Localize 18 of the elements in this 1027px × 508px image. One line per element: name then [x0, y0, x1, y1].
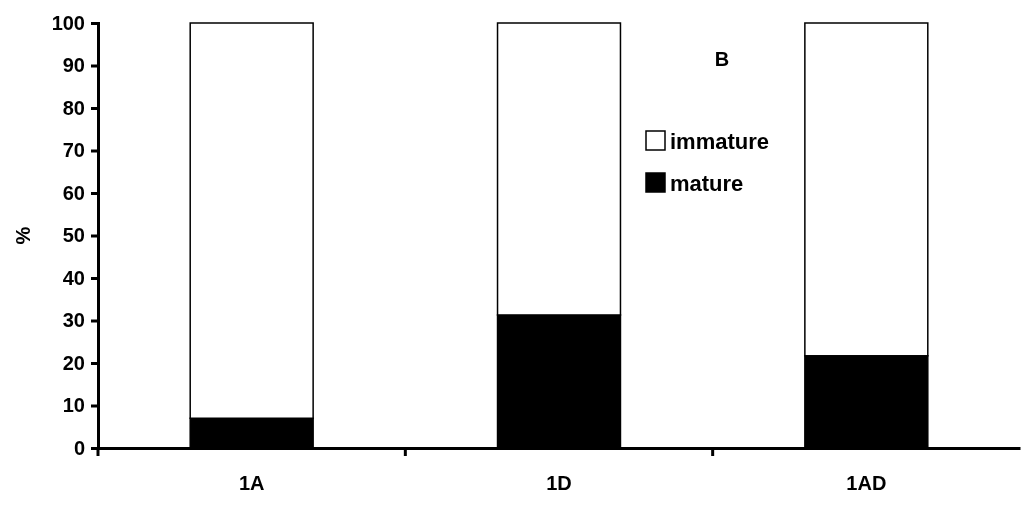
- legend-label: mature: [670, 171, 744, 196]
- y-tick-label: 90: [62, 54, 85, 77]
- y-tick-label: 50: [62, 224, 85, 247]
- x-tick-label: 1A: [238, 472, 265, 495]
- y-tick-label: 0: [73, 436, 85, 459]
- y-tick-label: 80: [62, 96, 85, 119]
- y-tick-label: 100: [51, 11, 85, 34]
- legend-label: immature: [670, 129, 770, 154]
- y-tick-label: 60: [62, 181, 85, 204]
- x-tick-label: 1D: [546, 472, 572, 495]
- y-tick-label: 40: [62, 266, 85, 289]
- y-tick-label: 30: [62, 309, 85, 332]
- x-tick-label: 1AD: [846, 472, 887, 495]
- y-tick-label: 70: [62, 139, 85, 162]
- y-tick-label: 20: [62, 351, 85, 374]
- y-tick-label: 10: [62, 394, 85, 417]
- y-axis-title: %: [12, 226, 34, 245]
- text: B: [714, 48, 730, 70]
